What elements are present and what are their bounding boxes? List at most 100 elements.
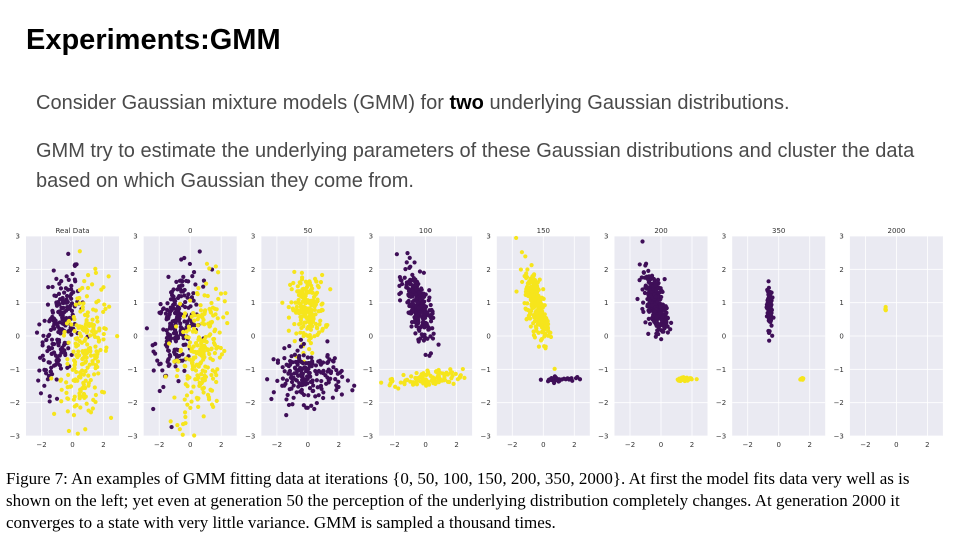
data-point-yellow <box>66 428 72 434</box>
data-point-yellow <box>189 399 194 404</box>
data-point-yellow <box>524 316 530 321</box>
data-point-purple <box>309 364 314 369</box>
x-tick-label: 0 <box>776 441 780 449</box>
data-point-yellow <box>295 284 300 289</box>
y-tick-label: −2 <box>127 399 137 407</box>
data-point-yellow <box>74 369 79 375</box>
data-point-yellow <box>209 347 214 352</box>
data-point-purple <box>160 306 166 312</box>
data-point-yellow <box>189 314 194 319</box>
data-point-yellow <box>193 340 199 346</box>
data-point-yellow <box>181 314 187 319</box>
x-tick-label: 2 <box>101 441 105 449</box>
data-point-purple <box>653 288 659 294</box>
data-point-purple <box>397 291 402 297</box>
data-point-yellow <box>68 384 74 389</box>
data-point-purple <box>182 293 187 298</box>
data-point-yellow <box>217 355 222 360</box>
data-point-purple <box>57 320 62 325</box>
data-point-yellow <box>298 330 303 335</box>
data-point-yellow <box>303 291 308 297</box>
data-point-purple <box>668 327 673 332</box>
data-point-purple <box>431 331 436 336</box>
data-point-yellow <box>315 283 320 288</box>
data-point-purple <box>158 302 163 307</box>
data-point-yellow <box>455 377 460 382</box>
data-point-purple <box>44 337 49 342</box>
data-point-yellow <box>450 373 455 379</box>
data-point-purple <box>59 305 64 310</box>
scatter-panel-5: 3 2 1 0 −1 −2 −3 −2 0 2 200 <box>598 227 708 449</box>
data-point-purple <box>306 370 312 376</box>
y-tick-label: 2 <box>604 266 608 274</box>
data-point-purple <box>646 316 651 321</box>
data-point-purple <box>427 313 432 318</box>
data-point-yellow <box>93 356 98 361</box>
data-point-purple <box>47 347 52 352</box>
data-point-yellow <box>524 284 530 290</box>
data-point-yellow <box>78 309 83 314</box>
data-point-purple <box>325 360 330 366</box>
data-point-yellow <box>180 432 185 437</box>
data-point-purple <box>40 340 45 345</box>
data-point-purple <box>166 348 171 353</box>
data-point-purple <box>659 317 664 323</box>
data-point-yellow <box>317 322 322 327</box>
data-point-yellow <box>190 360 195 365</box>
data-point-purple <box>182 319 187 324</box>
bullet-consider-bold: two <box>449 92 484 114</box>
data-point-yellow <box>85 365 90 370</box>
data-point-purple <box>160 368 165 373</box>
data-point-yellow <box>195 323 201 328</box>
data-point-purple <box>174 308 179 313</box>
data-point-purple <box>339 392 344 397</box>
data-point-purple <box>47 394 52 399</box>
data-point-yellow <box>78 372 83 377</box>
data-point-yellow <box>93 344 98 349</box>
data-point-purple <box>570 378 575 383</box>
data-point-yellow <box>191 355 196 360</box>
data-point-purple <box>664 320 669 326</box>
data-point-purple <box>191 298 196 303</box>
data-point-yellow <box>69 322 74 327</box>
data-point-purple <box>768 305 773 311</box>
data-point-yellow <box>292 321 297 327</box>
data-point-purple <box>201 278 207 283</box>
data-point-yellow <box>536 344 542 349</box>
data-point-purple <box>421 338 426 343</box>
data-point-yellow <box>101 309 106 315</box>
data-point-purple <box>301 341 306 347</box>
data-point-yellow <box>314 325 320 330</box>
data-point-yellow <box>305 326 310 331</box>
data-point-yellow <box>185 402 190 407</box>
data-point-purple <box>306 393 311 398</box>
data-point-purple <box>69 296 74 301</box>
data-point-purple <box>647 274 652 279</box>
data-point-yellow <box>529 308 534 314</box>
data-point-yellow <box>191 349 196 354</box>
data-point-yellow <box>523 254 528 259</box>
data-point-purple <box>413 314 418 319</box>
data-point-purple <box>431 315 436 320</box>
data-point-yellow <box>514 289 519 294</box>
data-point-yellow <box>115 333 120 339</box>
data-point-yellow <box>439 378 444 383</box>
y-tick-label: 1 <box>369 299 373 307</box>
y-tick-label: 3 <box>16 233 20 241</box>
data-point-yellow <box>59 387 64 392</box>
data-point-yellow <box>298 314 303 320</box>
data-point-purple <box>661 323 666 328</box>
data-point-yellow <box>396 386 401 391</box>
data-point-yellow <box>209 372 214 378</box>
data-point-yellow <box>201 355 206 360</box>
data-point-yellow <box>184 329 189 334</box>
data-point-purple <box>69 352 74 358</box>
data-point-yellow <box>65 385 70 390</box>
data-point-yellow <box>103 326 108 332</box>
x-tick-label: 2 <box>572 441 576 449</box>
data-point-purple <box>295 348 300 353</box>
data-point-purple <box>179 289 184 294</box>
data-point-purple <box>310 359 315 364</box>
data-point-yellow <box>538 316 544 321</box>
data-point-yellow <box>292 339 297 344</box>
